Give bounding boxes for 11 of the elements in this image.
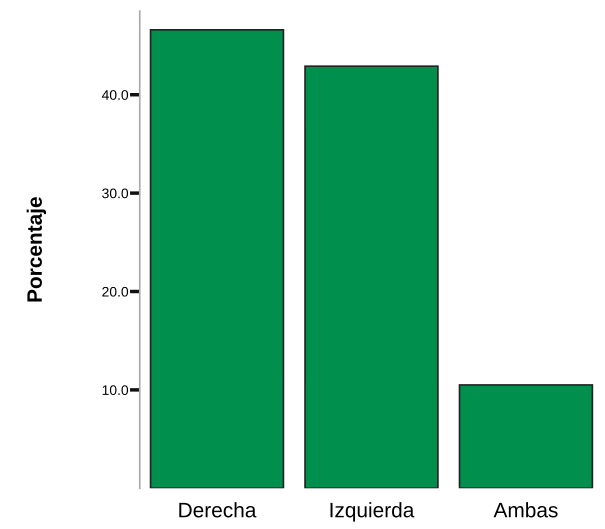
bar (150, 28, 284, 488)
bar (458, 384, 594, 488)
y-tick-label: 30.0 (102, 188, 128, 198)
x-tick-label: Ambas (494, 502, 558, 518)
bar (304, 65, 439, 488)
y-tick-label: 10.0 (102, 385, 128, 396)
y-tick-label: 20.0 (102, 286, 128, 297)
x-tick-label: Izquierda (330, 502, 414, 522)
x-tick-label: Derecha (179, 502, 256, 518)
y-tick-label: 40.0 (102, 90, 128, 100)
y-axis-title: Porcentaje (26, 197, 46, 302)
